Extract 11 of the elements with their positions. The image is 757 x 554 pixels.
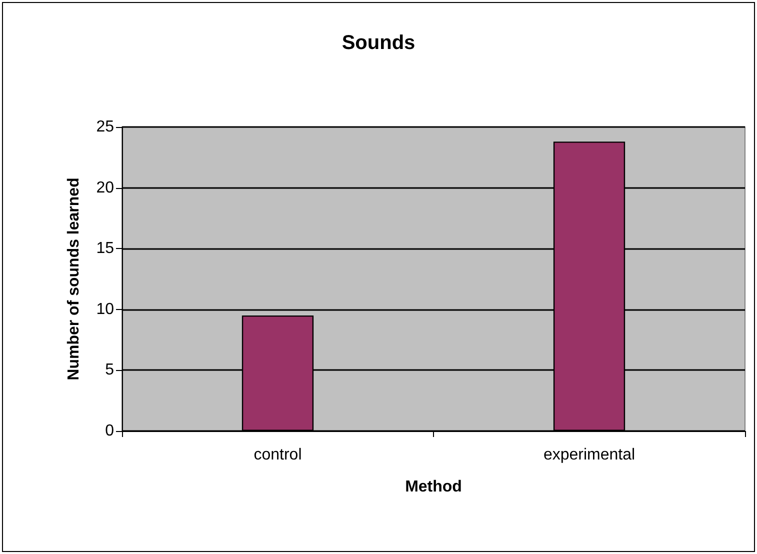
chart-title: Sounds (342, 32, 416, 54)
x-axis-title: Method (405, 478, 462, 496)
x-tick-label: experimental (543, 446, 636, 464)
y-tick-label: 25 (96, 118, 114, 136)
y-tick-label: 10 (96, 300, 114, 318)
x-tick-label: control (254, 446, 302, 464)
y-axis-title: Number of sounds learned (66, 178, 82, 380)
y-tick-label: 0 (105, 422, 114, 440)
y-tick-label: 15 (96, 240, 114, 258)
y-tick-label: 5 (105, 362, 114, 379)
y-tick-label: 20 (96, 179, 114, 196)
